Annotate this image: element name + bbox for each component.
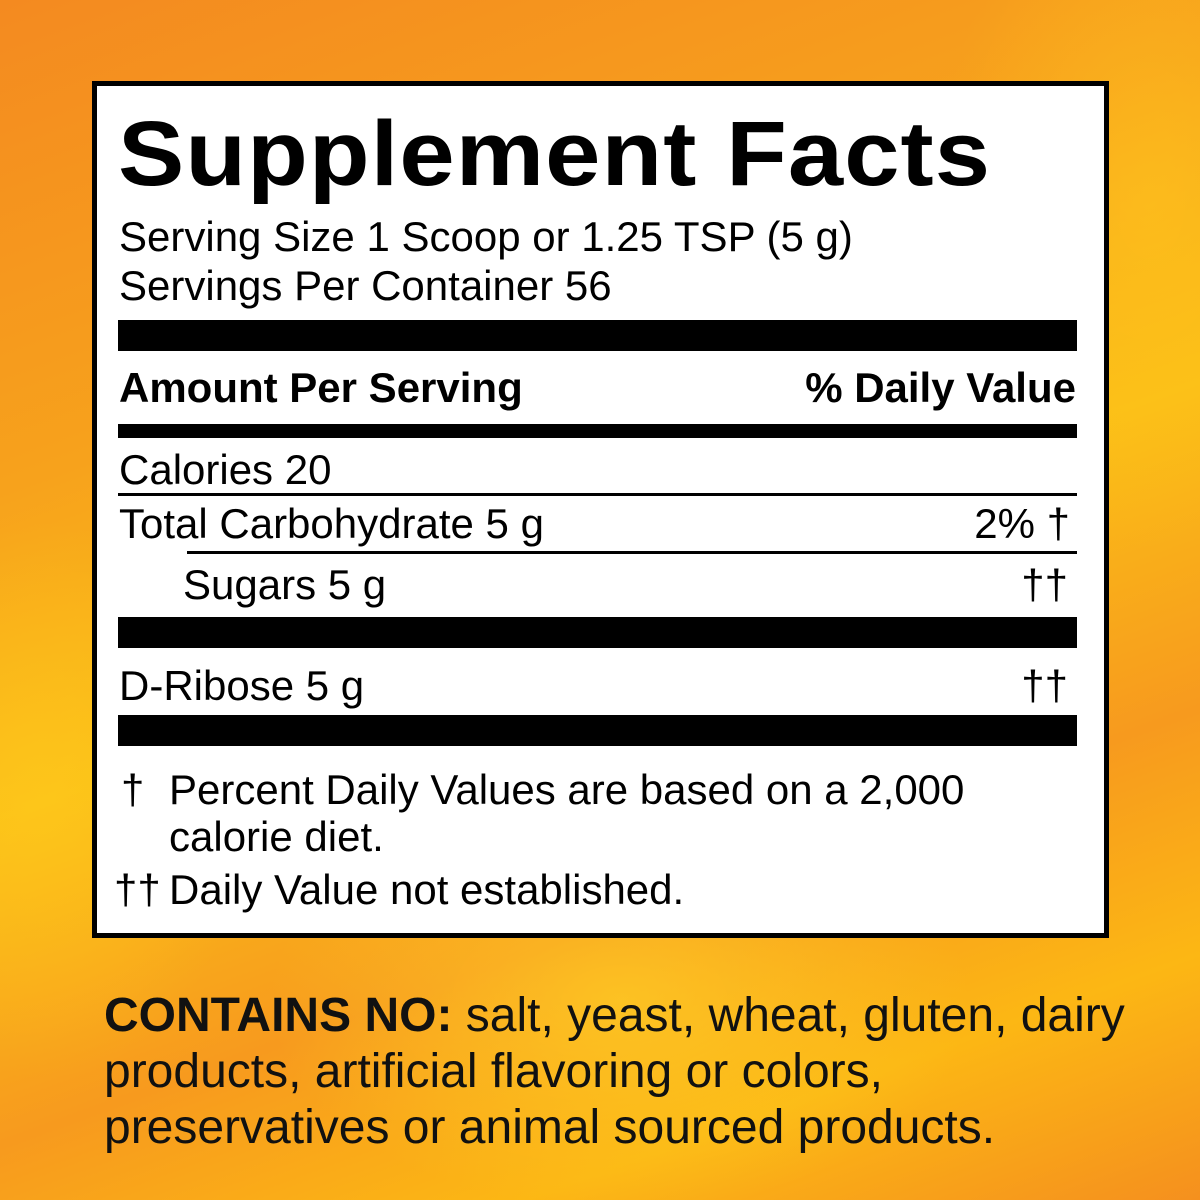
footnote-text: Daily Value not established.	[169, 866, 685, 913]
supplement-facts-panel	[92, 81, 1109, 938]
row-calories: Calories 20	[119, 446, 332, 493]
footnote-text-continued: calorie diet.	[169, 813, 384, 860]
divider-thick	[118, 715, 1077, 746]
divider-thick	[118, 320, 1077, 351]
row-d-ribose: D-Ribose 5 g	[119, 662, 365, 709]
footnote-mark: †	[121, 766, 145, 813]
contains-no-heading: CONTAINS NO:	[104, 989, 453, 1042]
row-sugars-dv: ††	[1021, 561, 1068, 608]
divider-medium	[118, 424, 1077, 438]
label-title: Supplement Facts	[118, 103, 992, 205]
contains-no-text: salt, yeast, wheat, gluten, dairy produc…	[104, 989, 1125, 1154]
divider-thin	[187, 551, 1077, 554]
footnote-mark: ††	[114, 866, 161, 913]
servings-per-container: Servings Per Container 56	[119, 262, 612, 309]
row-total-carbohydrate: Total Carbohydrate 5 g	[119, 500, 544, 547]
divider-thick	[118, 617, 1077, 648]
serving-size: Serving Size 1 Scoop or 1.25 TSP (5 g)	[119, 213, 853, 260]
divider-thin	[118, 493, 1077, 496]
contains-no-statement: CONTAINS NO: salt, yeast, wheat, gluten,…	[104, 988, 1164, 1156]
row-d-ribose-dv: ††	[1021, 662, 1068, 709]
header-amount-per-serving: Amount Per Serving	[119, 364, 523, 411]
row-sugars: Sugars 5 g	[183, 561, 387, 608]
row-total-carbohydrate-dv: 2% †	[974, 500, 1070, 547]
footnote-text: Percent Daily Values are based on a 2,00…	[169, 766, 965, 813]
header-daily-value: % Daily Value	[805, 364, 1076, 411]
